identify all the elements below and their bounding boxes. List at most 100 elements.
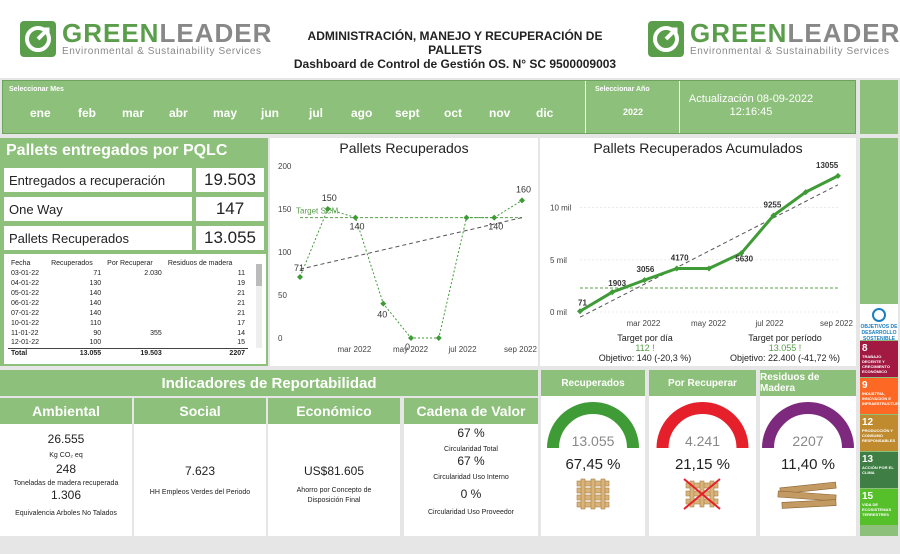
cell-por-recuperar [104,278,165,288]
gauge-card-residuos: Residuos de Madera 2207 11,40 % [760,370,856,536]
col-header-residuos[interactable]: Residuos de madera [167,259,233,267]
cell-residuos: 21 [237,289,245,297]
data-point [408,335,414,341]
data-label: 9255 [764,200,782,209]
data-label: 1903 [608,279,626,288]
gauge-fill [547,402,639,449]
table-row[interactable]: 05-01-22 140 21 [8,288,248,298]
year-slicer: Seleccionar Año 2022 [585,81,680,133]
social-unit: HH Empleos Verdes del Periodo [149,489,251,496]
target-period-objective: Objetivo: 22.400 (-41,72 %) [729,353,841,363]
month-button-jun[interactable]: jun [261,106,279,120]
gauge-percent-recuperados: 67,45 % [565,456,621,473]
month-button-may[interactable]: may [213,106,238,120]
table-row[interactable]: 03-01-22 71 2.030 11 [8,268,248,278]
cell-por-recuperar [104,288,165,298]
month-button-ago[interactable]: ago [351,106,373,120]
kpi-label-one-way: One Way [4,197,192,221]
col-header-por-recuperar[interactable]: Por Recuperar [107,259,153,267]
greenleader-logo-right: GREENLEADER Environmental & Sustainabili… [648,20,900,57]
cadena-proveedor-value: 0 % [460,487,482,501]
month-button-sept[interactable]: sept [395,106,420,120]
month-button-nov[interactable]: nov [489,106,511,120]
x-tick-label: mar 2022 [338,345,372,354]
corner-tile [860,80,898,134]
cell-recuperados: 140 [89,309,102,317]
cadena-proveedor-unit: Circularidad Uso Proveedor [428,509,514,516]
gauge-title-recuperados: Recuperados [541,370,645,396]
economico-head: Económico [268,398,400,424]
table-row[interactable]: 11-01-22 90 355 14 [8,328,248,338]
cell-por-recuperar [104,298,165,308]
gauge-residuos: 2207 [762,402,854,449]
gauge-por-recuperar: 4.241 [656,402,749,449]
year-button-2022[interactable]: 2022 [623,107,644,117]
data-point [463,214,470,221]
target-period-value: 13.055 ! [768,343,802,353]
table-scrollbar-thumb[interactable] [256,264,262,286]
cell-por-recuperar [104,318,165,328]
table-row[interactable]: 10-01-22 110 17 [8,318,248,328]
trend-line [579,184,839,318]
economico-card: Económico US$81.605 Ahorro por Concepto … [268,398,400,536]
chart-acumulados-title: Pallets Recuperados Acumulados [593,140,803,156]
kpi-label-entregados: Entregados a recuperación [4,168,192,192]
x-tick-label: may 2022 [393,345,429,354]
gauge-value: 2207 [792,433,823,449]
pqlc-table: Fecha Recuperados Por Recuperar Residuos… [8,258,248,358]
target-period-label: Target por período [748,333,822,343]
gauge-title-residuos: Residuos de Madera [760,370,856,396]
cell-residuos: 17 [237,319,245,327]
month-button-jul[interactable]: jul [309,106,323,120]
table-row[interactable]: 07-01-22 140 21 [8,308,248,318]
greenleader-logo-left: GREENLEADER Environmental & Sustainabili… [20,20,272,57]
cell-por-recuperar [104,308,165,318]
sdg-text: VIDA DE ECOSISTEMAS TERRESTRES [862,502,892,517]
cadena-card: Cadena de Valor 67 % Circularidad Total … [404,398,538,536]
gauge-fill [656,402,749,449]
gauge-percent-por-recuperar: 21,15 % [674,456,731,473]
chart-recuperados-title: Pallets Recuperados [339,140,469,156]
ambiental-co2-value: 26.555 [47,432,85,446]
total-label: Total [11,349,28,357]
logo-name-green: GREEN [690,18,788,48]
chart-acumulados-panel: Pallets Recuperados Acumulados 0 mil 5 mi… [540,138,856,366]
month-button-feb[interactable]: feb [78,106,96,120]
cell-recuperados: 71 [93,269,102,277]
month-button-oct[interactable]: oct [444,106,462,120]
y-tick-label: 200 [278,162,292,171]
cell-fecha: 05-01-22 [11,289,40,297]
greenleader-logo-icon [648,20,684,57]
data-point [641,277,648,284]
gauge-title-por-recuperar: Por Recuperar [649,370,756,396]
sdg-list: 8 TRABAJO DECENTE Y CRECIMIENTO ECONÓMICO… [860,341,900,526]
col-header-recuperados[interactable]: Recuperados [51,259,93,267]
social-head: Social [134,398,266,424]
table-row[interactable]: 04-01-22 130 19 [8,278,248,288]
table-row[interactable]: 06-01-22 140 21 [8,298,248,308]
col-header-fecha[interactable]: Fecha [11,259,31,267]
cadena-total-unit: Circularidad Total [444,446,498,453]
ambiental-arboles-value: 1.306 [50,488,82,502]
sdg-header: OBJETIVOS DE DESARROLLO SOSTENIBLE [860,304,898,342]
table-scrollbar[interactable] [256,264,262,348]
cell-residuos: 19 [237,279,245,287]
kpi-value-one-way: 147 [196,197,264,221]
pallet-stack-icon [576,478,610,510]
pqlc-title: Pallets entregados por PQLC [6,142,228,159]
data-label: 140 [488,222,503,232]
x-tick-label: mar 2022 [627,319,661,328]
y-tick-label: 0 mil [550,308,567,317]
y-tick-label: 150 [278,205,292,214]
month-button-mar[interactable]: mar [122,106,145,120]
month-button-ene[interactable]: ene [30,106,51,120]
x-tick-label: jul 2022 [755,319,785,328]
title-line-2: Dashboard de Control de Gestión OS. N° S… [293,57,617,71]
table-row[interactable]: 12-01-22 100 15 [8,338,248,348]
sdg-tile-9: 9 INDUSTRIA, INNOVACIÓN E INFRAESTRUCTURA [860,378,900,414]
kpi-value-recuperados: 13.055 [196,226,264,250]
month-button-dic[interactable]: dic [536,106,554,120]
x-tick-label: jul 2022 [448,345,478,354]
data-point [802,189,809,196]
month-button-abr[interactable]: abr [169,106,188,120]
